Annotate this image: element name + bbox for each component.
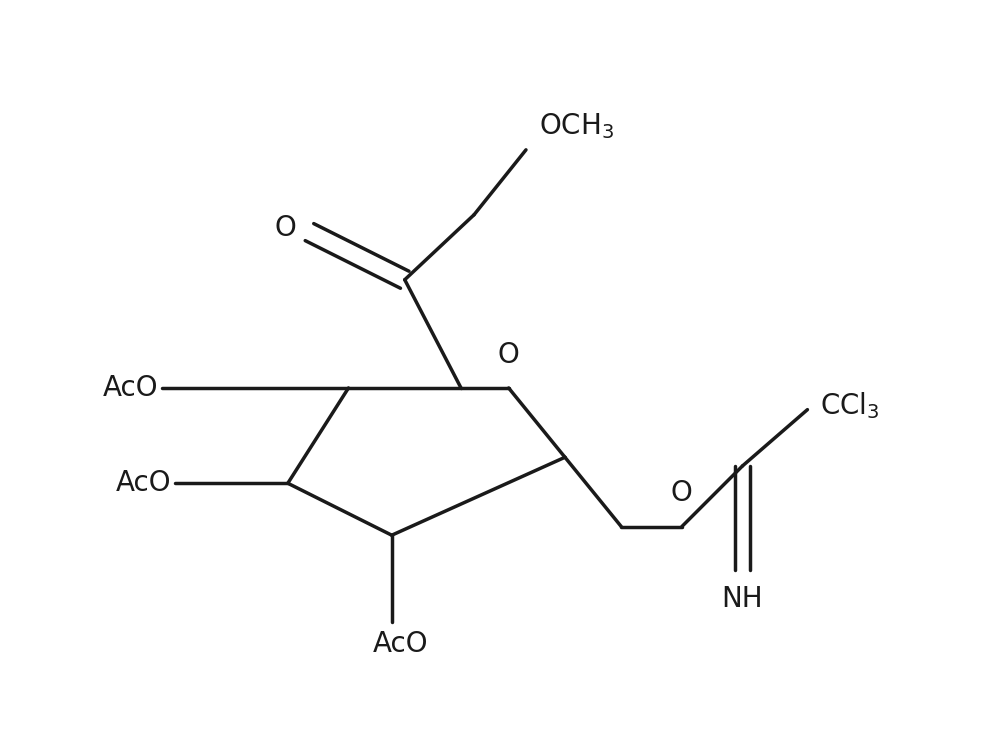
Text: AcO: AcO: [115, 470, 171, 497]
Text: OCH$_3$: OCH$_3$: [539, 112, 614, 141]
Text: AcO: AcO: [102, 374, 158, 402]
Text: O: O: [671, 479, 693, 508]
Text: O: O: [498, 341, 520, 369]
Text: O: O: [275, 214, 296, 242]
Text: CCl$_3$: CCl$_3$: [820, 390, 880, 421]
Text: AcO: AcO: [373, 631, 428, 658]
Text: NH: NH: [722, 586, 763, 614]
